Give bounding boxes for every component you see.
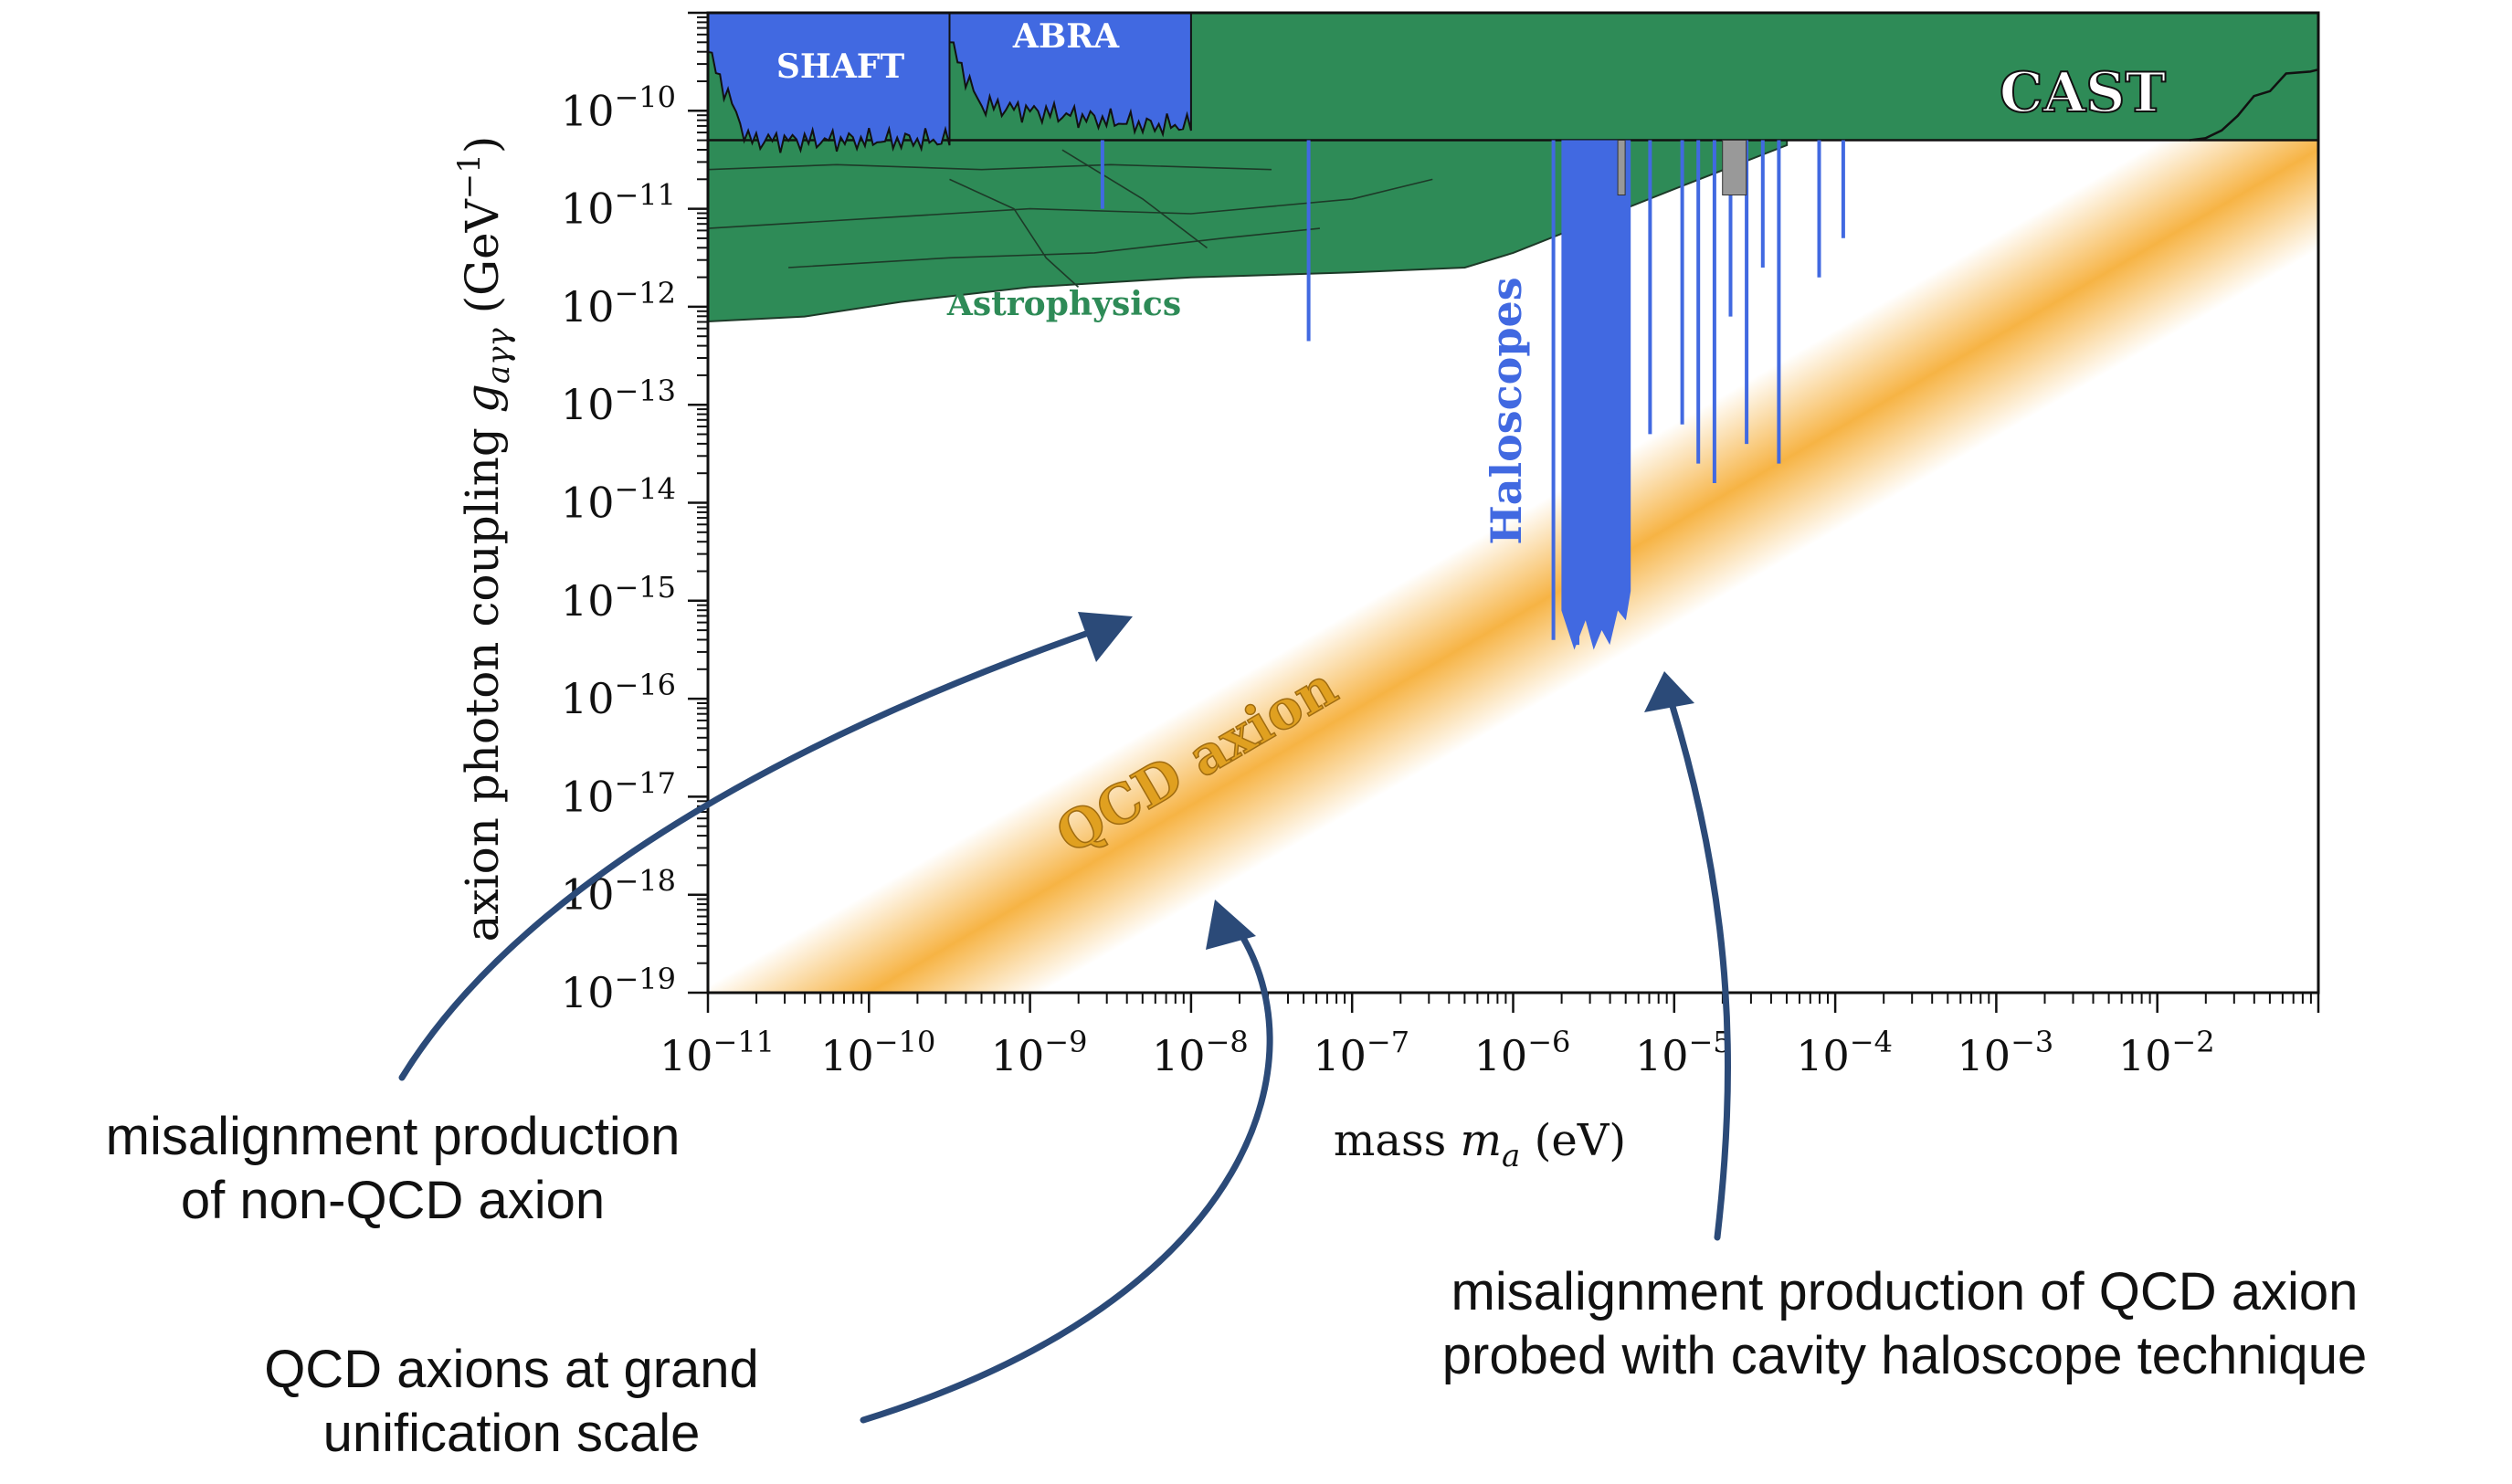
y-tick-label: 10−16 [561, 668, 676, 723]
haloscopes-region [1561, 140, 1631, 650]
y-tick-label: 10−15 [561, 570, 676, 626]
arrow-cavity [1644, 671, 1731, 1241]
x-tick-label: 10−11 [660, 1025, 775, 1080]
arrow-shaft [860, 919, 1273, 1424]
abra-region [948, 13, 1192, 138]
y-tick-label: 10−13 [561, 374, 676, 429]
arrow-head [1206, 900, 1256, 950]
annotation-line: of non-QCD axion [180, 1171, 606, 1230]
x-tick-label: 10−7 [1313, 1025, 1409, 1080]
shaft-region [708, 13, 951, 154]
y-tick-label: 10−10 [561, 79, 676, 135]
annotation-cavity-haloscope: misalignment production of QCD axion pro… [1297, 1260, 2512, 1388]
shaft-label: SHAFT [776, 47, 905, 86]
astrophysics-label: Astrophysics [946, 285, 1181, 323]
y-tick-label: 10−19 [561, 962, 676, 1017]
x-tick-label: 10−2 [2118, 1025, 2215, 1080]
y-tick-label: 10−12 [561, 276, 676, 332]
annotation-line: QCD axions at grand [264, 1340, 759, 1399]
annotation-line: misalignment production [105, 1107, 681, 1166]
abra-label: ABRA [1012, 17, 1120, 56]
x-tick-label: 10−5 [1635, 1025, 1732, 1080]
y-tick-label: 10−18 [561, 864, 676, 920]
astrophysics-contour [949, 178, 1080, 288]
annotation-line: unification scale [322, 1404, 701, 1463]
astrophysics-contour [1061, 149, 1208, 249]
arrow-non-qcd [398, 612, 1133, 1081]
x-tick-label: 10−9 [991, 1025, 1088, 1080]
grey-exclusion [1617, 140, 1626, 195]
cast-limit-curve [2189, 68, 2318, 142]
y-tick-label: 10−11 [561, 178, 676, 234]
astrophysics-contour [788, 227, 1320, 268]
y-axis-label: axion photon coupling gaγγ (GeV−1) [451, 136, 517, 942]
x-tick-label: 10−8 [1152, 1025, 1249, 1080]
x-tick-label: 10−4 [1796, 1025, 1893, 1080]
astrophysics-region [708, 139, 1789, 323]
grey-exclusion [1722, 140, 1747, 195]
y-tick-label: 10−17 [561, 765, 676, 821]
x-tick-label: 10−10 [820, 1025, 935, 1080]
arrow-head [1644, 671, 1694, 712]
x-axis-label: mass ma (eV) [1334, 1115, 1626, 1174]
cast-label: CAST [2000, 61, 2167, 125]
annotation-line: misalignment production of QCD axion [1451, 1262, 2359, 1321]
arrow-shaft [398, 626, 1100, 1081]
annotation-non-qcd-axion: misalignment production of non-QCD axion [0, 1105, 786, 1233]
haloscopes-label: Haloscopes [1482, 277, 1531, 544]
y-tick-label: 10−14 [561, 472, 676, 528]
arrow-gut [860, 900, 1273, 1424]
x-tick-label: 10−6 [1474, 1025, 1571, 1080]
annotation-gut-scale: QCD axions at grand unification scale [137, 1338, 886, 1466]
astrophysics-contour [708, 163, 1272, 171]
astrophysics-contour [708, 178, 1433, 229]
arrow-head [1078, 612, 1133, 662]
annotation-line: probed with cavity haloscope technique [1441, 1326, 2368, 1385]
x-tick-label: 10−3 [1958, 1025, 2054, 1080]
arrow-shaft [1668, 700, 1731, 1241]
